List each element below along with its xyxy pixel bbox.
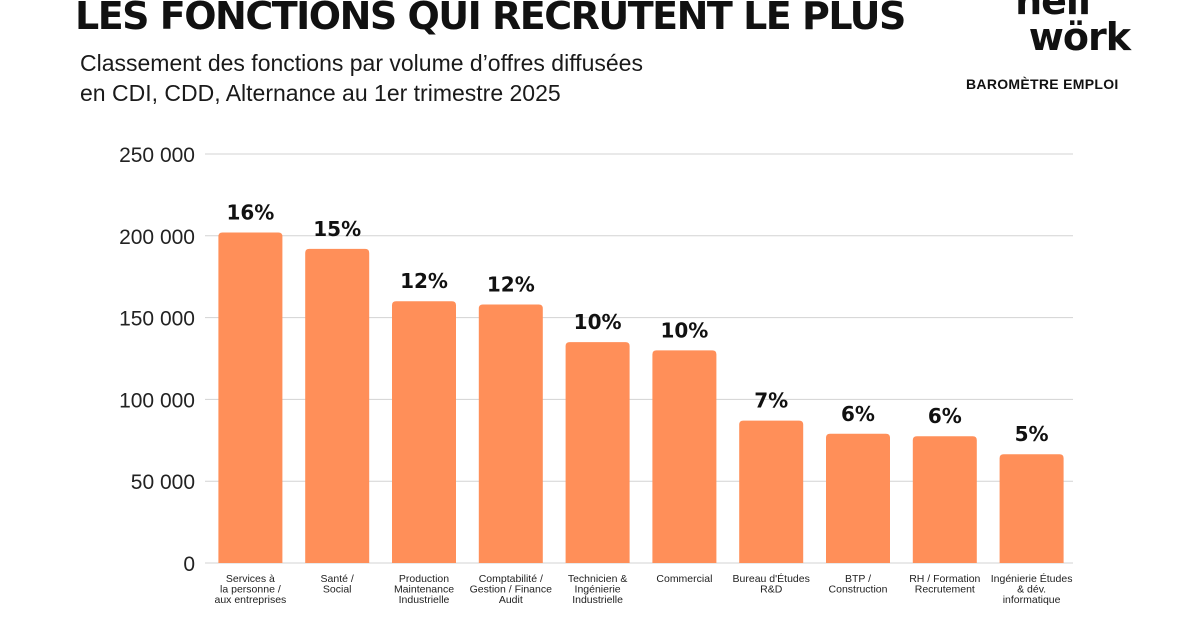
bar xyxy=(478,304,543,563)
x-tick-label: & dév. xyxy=(1017,584,1046,596)
barometre-badge: BAROMÈTRE EMPLOI xyxy=(966,76,1119,92)
data-label: 10% xyxy=(574,310,622,334)
data-label: 16% xyxy=(226,201,274,225)
x-tick-label: Construction xyxy=(829,584,888,596)
hellowork-logo: hell wörk xyxy=(960,0,1131,67)
data-label: 6% xyxy=(928,404,962,428)
data-label: 15% xyxy=(313,217,361,241)
bar xyxy=(826,433,890,563)
x-tick-label: Bureau d'Études xyxy=(733,572,810,585)
bar xyxy=(565,342,630,563)
y-tick-label: 150 000 xyxy=(119,308,195,331)
x-tick-label: aux entreprises xyxy=(215,594,287,606)
bar xyxy=(652,350,717,563)
y-tick-label: 50 000 xyxy=(131,471,195,494)
chart-title: LES FONCTIONS QUI RECRUTENT LE PLUS xyxy=(75,0,906,38)
data-label: 12% xyxy=(400,269,448,293)
data-label: 7% xyxy=(754,389,788,413)
x-tick-label: Audit xyxy=(499,594,523,606)
bar xyxy=(305,248,370,563)
subtitle-line-1: Classement des fonctions par volume d’of… xyxy=(80,50,643,76)
x-tick-label: Industrielle xyxy=(399,594,450,606)
x-tick-label: Comptabilité / xyxy=(479,573,543,585)
x-tick-label: la personne / xyxy=(220,584,281,596)
bar xyxy=(218,232,283,563)
bar xyxy=(392,301,456,563)
subtitle-line-2: en CDI, CDD, Alternance au 1er trimestre… xyxy=(80,80,561,106)
logo-line-1: hell xyxy=(1015,0,1091,23)
bar xyxy=(999,454,1064,563)
x-tick-label: Industrielle xyxy=(572,594,623,606)
logo-line-2: wörk xyxy=(1028,15,1131,59)
y-tick-label: 200 000 xyxy=(119,226,195,249)
x-tick-label: RH / Formation xyxy=(909,573,980,585)
x-tick-label: Commercial xyxy=(656,573,712,585)
data-label: 12% xyxy=(487,273,535,297)
y-tick-label: 250 000 xyxy=(119,144,195,167)
x-tick-label: Production xyxy=(399,573,449,585)
x-tick-label: Technicien & xyxy=(568,573,628,585)
x-tick-label: R&D xyxy=(760,584,783,596)
y-tick-label: 100 000 xyxy=(119,389,195,412)
chart-subtitle: Classement des fonctions par volume d’of… xyxy=(80,48,643,108)
x-tick-label: Santé / xyxy=(321,573,354,585)
x-tick-label: informatique xyxy=(1003,594,1061,606)
data-label: 6% xyxy=(841,402,875,426)
x-tick-label: Services à xyxy=(226,573,275,585)
x-tick-label: Ingénierie Études xyxy=(991,572,1073,585)
x-tick-label: BTP / xyxy=(845,573,871,585)
x-tick-label: Social xyxy=(323,584,352,596)
y-tick-label: 0 xyxy=(183,553,195,576)
bar xyxy=(739,420,804,563)
data-label: 10% xyxy=(660,318,708,342)
bar xyxy=(912,436,977,563)
data-label: 5% xyxy=(1015,422,1049,446)
x-tick-label: Maintenance xyxy=(394,584,454,596)
x-tick-label: Gestion / Finance xyxy=(470,584,552,596)
x-tick-label: Ingénierie xyxy=(575,584,621,596)
x-tick-label: Recrutement xyxy=(915,584,975,596)
